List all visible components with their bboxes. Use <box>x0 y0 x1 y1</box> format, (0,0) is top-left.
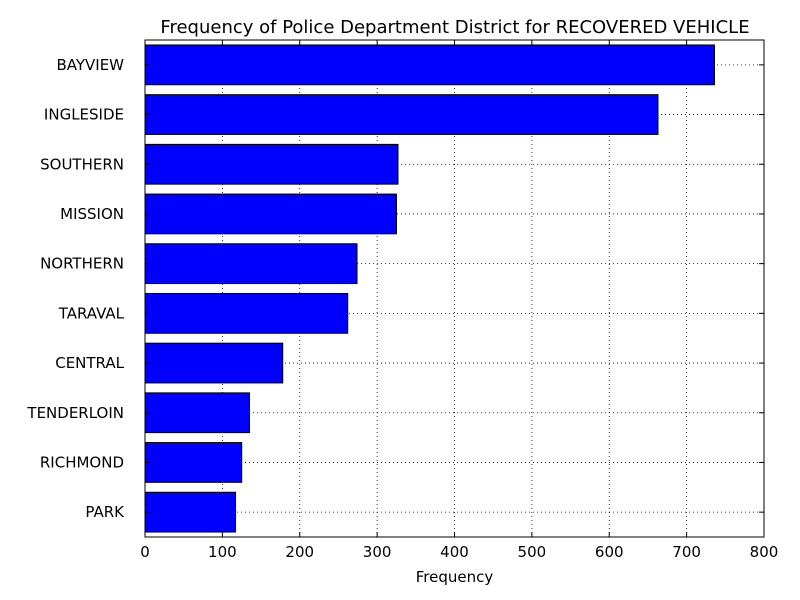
x-tick-label: 200 <box>285 543 314 561</box>
y-tick-label: CENTRAL <box>55 354 124 372</box>
y-tick-label: TENDERLOIN <box>26 404 124 422</box>
y-tick-label: MISSION <box>60 205 124 223</box>
x-axis-ticks: 0 100 200 300 400 500 600 700 800 <box>140 40 778 561</box>
x-tick-label: 400 <box>440 543 469 561</box>
y-tick-label: PARK <box>85 503 125 521</box>
y-tick-label: RICHMOND <box>40 453 124 471</box>
y-tick-label: INGLESIDE <box>44 106 124 124</box>
bar-northern <box>144 243 358 285</box>
x-tick-label: 0 <box>140 543 150 561</box>
y-tick-label: NORTHERN <box>40 255 124 273</box>
x-tick-label: 700 <box>672 543 701 561</box>
bar-richmond <box>144 442 243 483</box>
y-tick-label: TARAVAL <box>58 304 125 322</box>
y-tick-label: SOUTHERN <box>40 155 124 173</box>
bar-park <box>144 491 237 533</box>
bars <box>144 44 715 533</box>
bar-southern <box>144 143 399 185</box>
bar-ingleside <box>144 94 659 135</box>
x-tick-label: 300 <box>363 543 392 561</box>
x-tick-label: 800 <box>750 543 779 561</box>
bar-taraval <box>144 292 349 334</box>
x-tick-label: 100 <box>208 543 237 561</box>
y-tick-label: BAYVIEW <box>56 56 124 74</box>
x-tick-label: 600 <box>595 543 624 561</box>
grid-lines <box>145 40 764 537</box>
bar-tenderloin <box>144 392 250 434</box>
bar-mission <box>144 193 397 235</box>
bar-central <box>144 342 284 384</box>
y-axis-ticks: BAYVIEW INGLESIDE SOUTHERN MISSION NORTHERN T… <box>26 56 764 521</box>
bar-bayview <box>144 44 715 86</box>
x-axis-label: Frequency <box>416 568 494 586</box>
chart-title: Frequency of Police Department District … <box>160 17 749 38</box>
x-tick-label: 500 <box>518 543 547 561</box>
